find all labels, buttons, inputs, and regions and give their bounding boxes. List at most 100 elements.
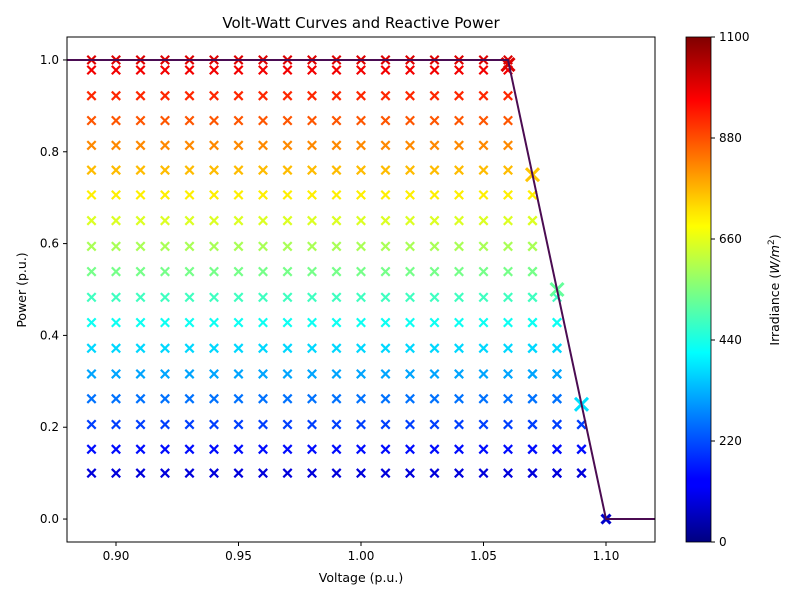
data-point-stroke (160, 419, 170, 430)
data-point-stroke (429, 393, 440, 404)
data-point (258, 393, 268, 404)
data-point-stroke (258, 419, 268, 430)
data-point (86, 317, 97, 328)
data-point (356, 266, 366, 277)
data-point (454, 215, 464, 226)
data-point (380, 468, 391, 479)
data-point (209, 215, 219, 226)
data-point-stroke (135, 317, 146, 328)
data-point-stroke (405, 215, 415, 226)
data-point (282, 266, 293, 277)
data-point-stroke (282, 368, 293, 379)
data-point-stroke (527, 266, 538, 277)
data-point (160, 468, 170, 479)
data-point-stroke (503, 468, 513, 479)
data-point-stroke (111, 317, 121, 328)
data-point-stroke (209, 368, 219, 379)
colorbar-tick-label: 440 (719, 333, 742, 347)
data-point (233, 444, 244, 455)
data-point (331, 444, 342, 455)
data-point (233, 189, 244, 200)
data-point-stroke (209, 266, 219, 277)
data-point (380, 368, 391, 379)
data-point (111, 215, 121, 226)
data-point-stroke (111, 266, 121, 277)
data-point (331, 140, 342, 151)
data-point-stroke (527, 419, 538, 430)
data-point (429, 368, 440, 379)
data-point-stroke (478, 65, 489, 76)
data-point (527, 292, 538, 303)
data-point (184, 140, 195, 151)
data-point (503, 90, 513, 101)
data-point-stroke (454, 343, 464, 354)
data-point (282, 468, 293, 479)
data-point (429, 419, 440, 430)
data-point-stroke (503, 215, 513, 226)
data-point (380, 165, 391, 176)
data-point (307, 468, 317, 479)
data-point-stroke (405, 292, 415, 303)
data-point (405, 215, 415, 226)
data-point (282, 419, 293, 430)
data-point (135, 189, 146, 200)
data-point (429, 90, 440, 101)
data-point-stroke (429, 444, 440, 455)
data-point-stroke (454, 266, 464, 277)
data-point-stroke (356, 90, 366, 101)
data-point-stroke (160, 317, 170, 328)
data-point (478, 140, 489, 151)
data-point-stroke (209, 65, 219, 76)
data-point (184, 468, 195, 479)
data-point-stroke (209, 419, 219, 430)
data-point (527, 444, 538, 455)
data-point (405, 165, 415, 176)
data-point-stroke (576, 444, 587, 455)
data-point-stroke (380, 65, 391, 76)
data-point (258, 90, 268, 101)
data-point-stroke (405, 165, 415, 176)
data-point (380, 65, 391, 76)
data-point (307, 90, 317, 101)
data-point-stroke (307, 90, 317, 101)
data-point-stroke (331, 215, 342, 226)
data-point (233, 140, 244, 151)
data-point-stroke (552, 368, 562, 379)
data-point (527, 266, 538, 277)
data-point (233, 215, 244, 226)
data-point (380, 215, 391, 226)
data-point-stroke (233, 419, 244, 430)
data-point (429, 115, 440, 126)
data-point-stroke (135, 215, 146, 226)
data-point-stroke (209, 292, 219, 303)
data-point (503, 393, 513, 404)
data-point (209, 189, 219, 200)
data-point (356, 90, 366, 101)
data-point (184, 292, 195, 303)
data-point-stroke (478, 419, 489, 430)
chart-title: Volt-Watt Curves and Reactive Power (222, 14, 500, 32)
data-point (282, 317, 293, 328)
y-tick-label: 0.2 (40, 420, 59, 434)
data-point (135, 65, 146, 76)
data-point (356, 140, 366, 151)
data-point (111, 189, 121, 200)
data-point (86, 419, 97, 430)
data-point-stroke (282, 444, 293, 455)
data-point-stroke (135, 368, 146, 379)
data-point-stroke (503, 90, 513, 101)
data-point (160, 393, 170, 404)
data-point-stroke (209, 343, 219, 354)
data-point (233, 468, 244, 479)
data-point-stroke (258, 90, 268, 101)
data-point-stroke (429, 468, 440, 479)
data-point (356, 368, 366, 379)
data-point-stroke (282, 317, 293, 328)
data-point (331, 90, 342, 101)
data-point (478, 215, 489, 226)
data-point-stroke (454, 444, 464, 455)
data-point (307, 292, 317, 303)
data-point-stroke (307, 215, 317, 226)
data-point-stroke (429, 140, 440, 151)
data-point-stroke (503, 393, 513, 404)
